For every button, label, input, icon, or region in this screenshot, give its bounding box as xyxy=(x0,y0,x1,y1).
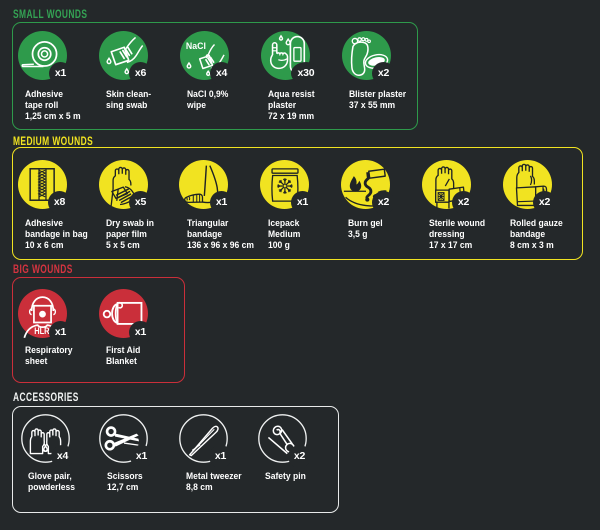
svg-text:NaCl: NaCl xyxy=(186,41,206,51)
svg-text:HLR: HLR xyxy=(34,326,50,336)
